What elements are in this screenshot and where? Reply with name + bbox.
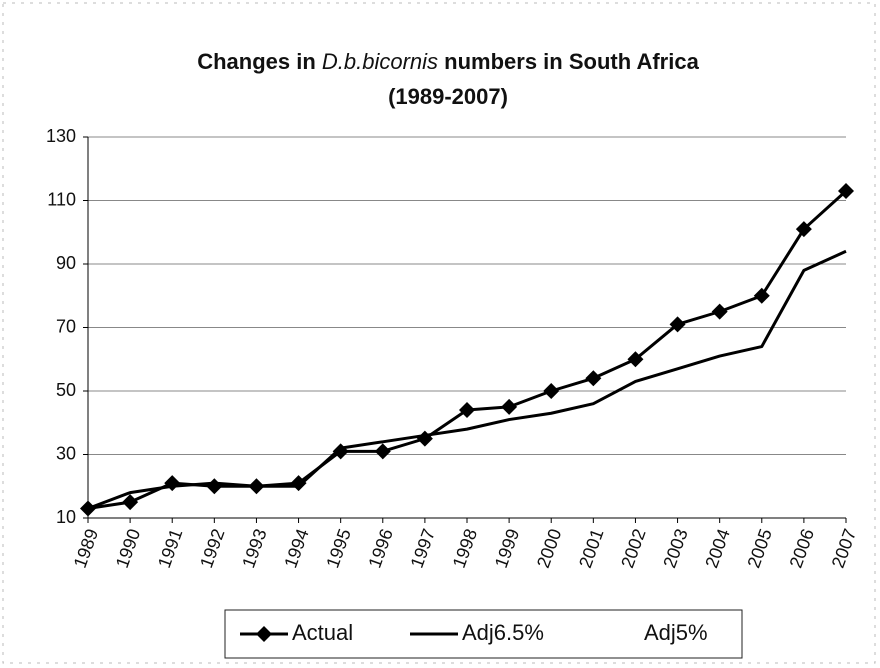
title-part: Changes in (197, 49, 322, 74)
y-tick-label: 50 (56, 380, 76, 400)
data-point (459, 402, 475, 419)
legend-label: Adj5% (644, 620, 708, 645)
data-point (711, 303, 728, 320)
data-point (501, 398, 518, 415)
series-line (87, 249, 847, 510)
y-tick-label: 70 (56, 316, 76, 336)
data-point (753, 287, 770, 304)
y-tick-label: 130 (46, 126, 76, 146)
data-point (585, 370, 602, 387)
title-species: D.b.bicornis (322, 49, 438, 74)
data-point (795, 221, 812, 238)
y-tick-label: 90 (56, 253, 76, 273)
data-point (669, 316, 686, 333)
y-tick-label: 30 (56, 443, 76, 463)
chart-subtitle: (1989-2007) (388, 84, 508, 109)
data-point (838, 182, 854, 199)
legend-box (224, 609, 743, 659)
y-tick-label: 110 (47, 189, 76, 209)
title-part: numbers in South Africa (438, 49, 700, 74)
legend-label: Adj6.5% (462, 620, 544, 645)
legend-marker (256, 626, 272, 642)
data-point (627, 351, 644, 368)
y-tick-label: 10 (56, 507, 76, 527)
data-point (543, 383, 560, 399)
legend-label: Actual (292, 620, 353, 645)
data-point (374, 443, 391, 460)
data-point (122, 494, 139, 511)
chart-title: Changes in D.b.bicornis numbers in South… (197, 49, 699, 74)
